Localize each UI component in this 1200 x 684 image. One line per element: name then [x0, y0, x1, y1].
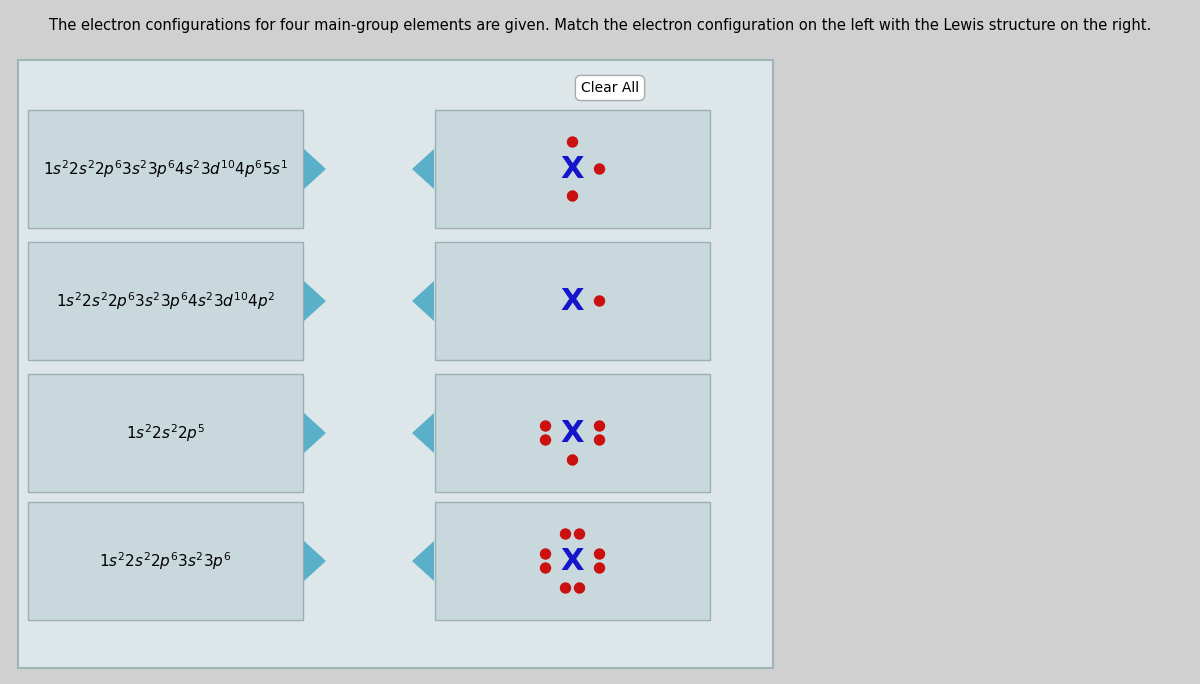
- Circle shape: [594, 563, 605, 573]
- Circle shape: [540, 435, 551, 445]
- Circle shape: [560, 583, 570, 593]
- Bar: [28, 374, 302, 492]
- Bar: [436, 374, 710, 492]
- Polygon shape: [304, 281, 326, 321]
- Circle shape: [540, 549, 551, 559]
- Bar: [28, 110, 302, 228]
- Circle shape: [568, 191, 577, 201]
- Circle shape: [594, 296, 605, 306]
- Text: X: X: [560, 155, 584, 183]
- Text: $1s^22s^22p^63s^23p^64s^23d^{10}4p^65s^1$: $1s^22s^22p^63s^23p^64s^23d^{10}4p^65s^1…: [43, 158, 288, 180]
- Circle shape: [568, 137, 577, 147]
- Text: The electron configurations for four main-group elements are given. Match the el: The electron configurations for four mai…: [49, 18, 1151, 33]
- Circle shape: [575, 529, 584, 539]
- Text: X: X: [560, 547, 584, 575]
- Polygon shape: [412, 413, 434, 453]
- Polygon shape: [304, 541, 326, 581]
- Circle shape: [594, 421, 605, 431]
- Text: Clear All: Clear All: [581, 81, 640, 95]
- Circle shape: [540, 421, 551, 431]
- Circle shape: [560, 529, 570, 539]
- Polygon shape: [412, 149, 434, 189]
- Bar: [28, 242, 302, 360]
- Polygon shape: [412, 281, 434, 321]
- Bar: [18, 60, 773, 668]
- Text: X: X: [560, 287, 584, 315]
- Text: X: X: [560, 419, 584, 447]
- Bar: [436, 110, 710, 228]
- Text: $1s^22s^22p^63s^23p^6$: $1s^22s^22p^63s^23p^6$: [100, 550, 232, 572]
- Circle shape: [594, 435, 605, 445]
- Bar: [436, 502, 710, 620]
- Circle shape: [594, 164, 605, 174]
- Polygon shape: [412, 541, 434, 581]
- Text: $1s^22s^22p^63s^23p^64s^23d^{10}4p^2$: $1s^22s^22p^63s^23p^64s^23d^{10}4p^2$: [55, 290, 275, 312]
- Text: $1s^22s^22p^5$: $1s^22s^22p^5$: [126, 422, 205, 444]
- Bar: [436, 242, 710, 360]
- Circle shape: [568, 455, 577, 465]
- Polygon shape: [304, 149, 326, 189]
- Circle shape: [575, 583, 584, 593]
- Polygon shape: [304, 413, 326, 453]
- Circle shape: [540, 563, 551, 573]
- Bar: [28, 502, 302, 620]
- Circle shape: [594, 549, 605, 559]
